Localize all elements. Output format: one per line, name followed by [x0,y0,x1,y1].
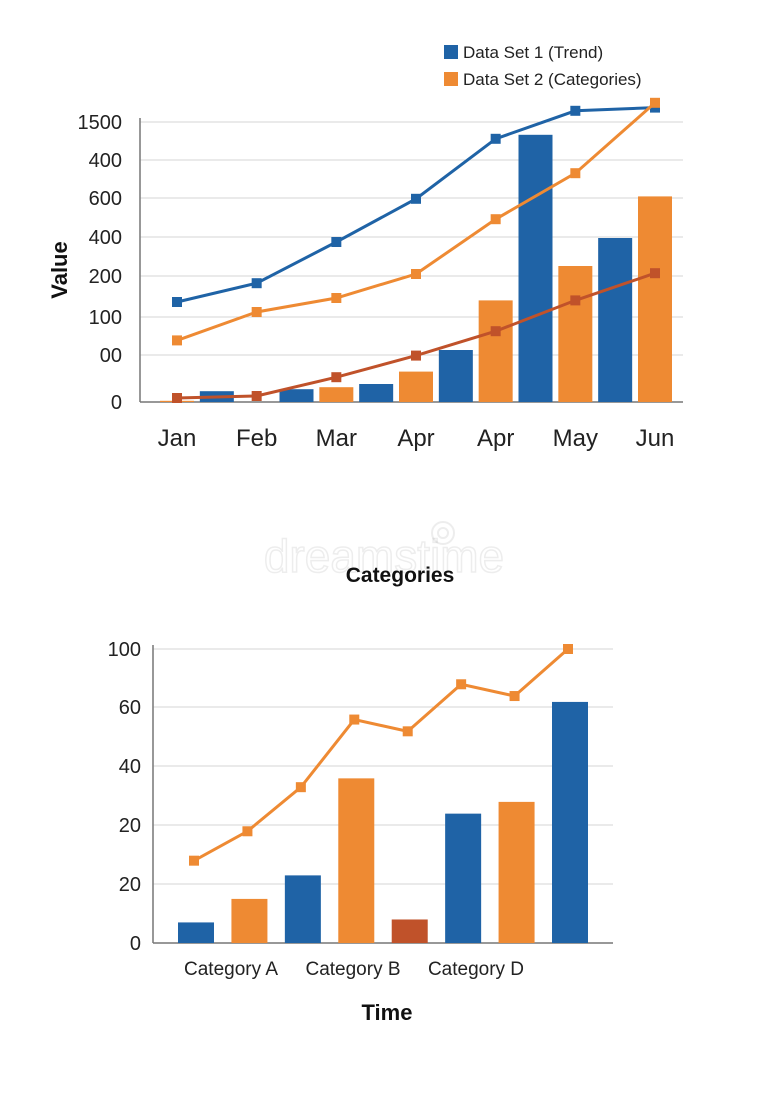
line-point [570,295,581,306]
bar [598,238,633,402]
bar [399,371,433,402]
y-tick-label: 200 [89,266,122,288]
line-point [563,644,573,654]
line-point [456,679,467,690]
y-tick-label: 1500 [78,112,123,134]
x-tick-label: Mar [316,425,357,452]
y-tick-label: 400 [89,150,122,172]
series-line [193,647,569,862]
bar [552,701,588,943]
line-point [251,278,262,289]
legend-swatch [444,72,458,86]
line-point [411,269,421,279]
line-point [331,372,342,383]
line-point [490,326,501,337]
line-point [172,335,182,346]
x-tick-label: May [553,425,598,452]
bar [518,134,553,403]
line-point [349,714,360,725]
line-point [490,133,501,144]
y-tick-label: 400 [89,227,122,249]
legend-swatch [444,45,458,59]
bottom-chart: Categories 0 20 20 40 60 100 Category A Category… [108,564,613,1025]
y-tick-label: 60 [119,697,141,719]
x-tick-label: Category B [305,959,400,980]
x-tick-label: Feb [236,425,277,452]
line-point [570,105,581,116]
x-tick-label: Jun [636,425,675,452]
bar [391,919,428,943]
bar [498,801,535,943]
x-tick-label: Jan [158,425,197,452]
y-tick-label: 0 [111,392,122,414]
bar [438,350,473,402]
line-point [172,393,182,403]
line-point [251,391,262,401]
bar [279,389,314,402]
line-point [570,168,581,179]
line-point [509,691,520,702]
bar [359,384,394,402]
line-point [331,237,342,247]
line-point [411,350,421,361]
bar [319,387,354,402]
line-point [242,826,253,837]
y-tick-label: 600 [89,188,122,210]
line-point [650,268,660,279]
line-point [402,726,413,737]
chart-title: Categories [346,564,455,587]
line-point [411,193,421,204]
bar [284,875,321,943]
bar [231,898,268,943]
line-point [650,97,660,108]
bar [638,196,672,402]
line-point [295,782,306,793]
bar [558,266,593,402]
y-axis-label: Value [47,241,72,298]
legend-label: Data Set 1 (Trend) [463,43,603,62]
y-tick-label: 100 [108,639,141,661]
bar [338,778,375,943]
line-point [490,214,501,225]
legend-label: Data Set 2 (Categories) [463,70,642,89]
bar [445,813,482,943]
y-tick-label: 40 [119,756,141,778]
y-tick-label: 20 [119,815,141,837]
bar [478,300,513,402]
x-tick-label: Apr [397,425,434,452]
line-point [172,297,182,307]
x-tick-label: Category D [428,959,524,980]
watermark-logo [431,521,455,545]
x-tick-label: Category A [184,959,278,980]
y-tick-label: 20 [119,874,141,896]
line-point [189,855,199,866]
y-tick-label: 0 [130,933,141,955]
bar [178,922,214,943]
line-point [251,307,262,317]
line-point [331,293,342,303]
x-axis-label: Time [362,1000,413,1025]
x-tick-label: Apr [477,425,514,452]
y-tick-label: 00 [100,345,122,367]
y-tick-label: 100 [89,307,122,329]
watermark-text: dreamstime [264,530,504,582]
watermark-layer: dreamstime [263,521,505,583]
